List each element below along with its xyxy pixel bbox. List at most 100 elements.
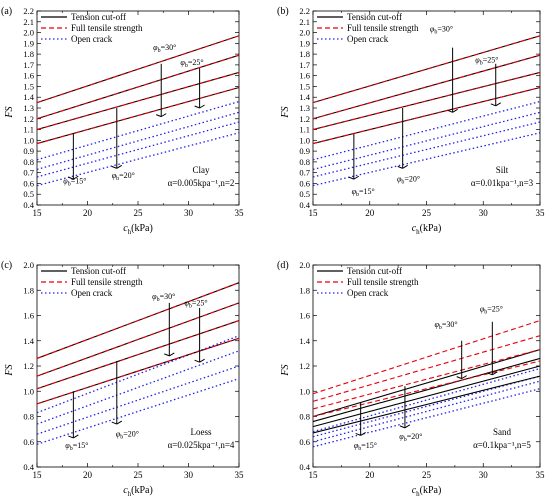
- phi-symbol: φ: [153, 43, 158, 52]
- y-tick-label: 0.9: [299, 146, 310, 156]
- y-tick-label: 0.4: [299, 462, 310, 472]
- series-line-dotted: [312, 367, 541, 433]
- legend-entry: Open crack: [347, 34, 389, 44]
- y-tick-label: 0.8: [299, 412, 310, 422]
- y-tick-label: 1.4: [23, 336, 34, 346]
- series-line-dashed: [36, 282, 240, 359]
- y-tick-label: 0.6: [299, 437, 310, 447]
- legend-entry: Tension cut-off: [347, 12, 402, 22]
- y-tick-label: 1.4: [299, 92, 310, 102]
- panel-label: (b): [277, 6, 289, 17]
- chart-panel: 15 20 25 30 35 0.40.50.60.70.80.91.01.11.21.3…: [1, 6, 244, 236]
- y-tick-label: 1.7: [299, 60, 310, 70]
- series-line-dashed: [312, 360, 541, 418]
- y-tick-label: 1.3: [23, 103, 34, 113]
- x-tick-label: 15: [309, 470, 319, 480]
- y-tick-label: 0.8: [23, 412, 34, 422]
- parameter-annotation: α=0.025kpa⁻¹,n=4: [168, 440, 235, 450]
- phi-subscript: b: [358, 446, 361, 452]
- phi-symbol: φ: [63, 176, 68, 185]
- x-tick-label: 35: [536, 470, 546, 480]
- phi-subscript: b: [404, 437, 407, 443]
- y-tick-label: 0.4: [23, 200, 34, 210]
- phi-degree: =15°: [361, 441, 377, 450]
- series-line-solid: [312, 375, 541, 434]
- phi-symbol: φ: [152, 292, 157, 301]
- x-tick-label: 25: [134, 208, 144, 218]
- phi-label: φb=30°: [153, 43, 176, 54]
- phi-bracket-tip: [452, 108, 458, 113]
- phi-label: φb=15°: [352, 187, 375, 198]
- legend-entry: Tension cut-off: [71, 12, 126, 22]
- y-tick-label: 1.0: [23, 386, 34, 396]
- y-tick-label: 1.4: [23, 92, 34, 102]
- series-line-dotted: [312, 111, 541, 171]
- y-tick-label: 2.0: [23, 260, 34, 270]
- phi-subscript: b: [439, 325, 442, 331]
- series-line-dashed: [312, 71, 541, 131]
- series-line-dotted: [312, 380, 541, 443]
- phi-degree: =20°: [404, 174, 420, 183]
- phi-degree: =20°: [123, 430, 139, 439]
- x-axis-label-unit: (kPa): [131, 223, 153, 234]
- phi-degree: =15°: [73, 441, 89, 450]
- phi-subscript: b: [158, 48, 161, 54]
- x-tick-label: 15: [33, 470, 43, 480]
- x-axis-label: ch(kPa): [123, 485, 153, 497]
- phi-degree: =25°: [487, 305, 503, 314]
- phi-bracket-tip: [160, 113, 167, 118]
- x-tick-label: 30: [479, 208, 489, 218]
- phi-symbol: φ: [475, 56, 480, 65]
- phi-symbol: φ: [65, 441, 70, 450]
- y-tick-label: 1.3: [299, 103, 310, 113]
- panel-label: (d): [277, 260, 289, 271]
- x-tick-label: 35: [235, 470, 245, 480]
- y-tick-label: 1.9: [299, 38, 310, 48]
- series-line-dashed: [36, 54, 240, 120]
- x-axis-label: ch(kPa): [412, 223, 442, 236]
- x-axis-label-subscript: h: [416, 490, 420, 497]
- soil-annotation: Loess: [191, 427, 212, 437]
- series-line-dotted: [36, 100, 240, 161]
- phi-symbol: φ: [184, 298, 189, 307]
- phi-label: φb=30°: [152, 292, 175, 303]
- phi-subscript: b: [484, 310, 487, 316]
- parameter-annotation: α=0.01kpa⁻¹,n=3: [471, 178, 534, 188]
- phi-bracket-tip: [68, 435, 74, 439]
- series-line-dotted: [36, 111, 240, 171]
- y-tick-label: 1.6: [299, 311, 310, 321]
- y-tick-label: 0.4: [299, 200, 310, 210]
- series-line-dotted: [36, 335, 240, 414]
- y-tick-label: 1.0: [299, 135, 310, 145]
- y-tick-label: 1.8: [299, 49, 310, 59]
- x-axis-label-unit: (kPa): [131, 485, 153, 496]
- y-tick-label: 0.6: [299, 178, 310, 188]
- y-tick-label: 1.6: [23, 311, 34, 321]
- phi-bracket-tip: [447, 109, 453, 113]
- phi-degree: =20°: [407, 432, 423, 441]
- phi-degree: =25°: [192, 298, 208, 307]
- phi-bracket-tip: [116, 164, 123, 169]
- y-tick-label: 1.1: [23, 125, 34, 135]
- chart-panel: 15 20 25 30 35 0.4 0.6 0.8 1.0 1.2 1.4 1.6 1.8 2.0 FS c…: [1, 260, 244, 497]
- phi-bracket-tip: [399, 425, 406, 429]
- phi-degree: =15°: [71, 176, 87, 185]
- series-line-dashed: [312, 54, 541, 120]
- series-line-dotted: [36, 132, 240, 187]
- phi-symbol: φ: [352, 187, 357, 196]
- phi-symbol: φ: [430, 24, 435, 33]
- chart-panel: 15 20 25 30 35 0.40.50.60.70.80.91.01.11.21.3…: [277, 6, 545, 236]
- phi-bracket-tip: [111, 421, 117, 425]
- phi-label: φb=30°: [434, 320, 457, 331]
- y-tick-label: 0.6: [23, 437, 34, 447]
- x-axis-label: ch(kPa): [412, 485, 442, 497]
- phi-symbol: φ: [397, 174, 402, 183]
- series-line-dotted: [36, 121, 240, 178]
- phi-symbol: φ: [399, 432, 404, 441]
- soil-annotation: Clay: [193, 165, 210, 175]
- phi-label: φb=20°: [112, 171, 135, 182]
